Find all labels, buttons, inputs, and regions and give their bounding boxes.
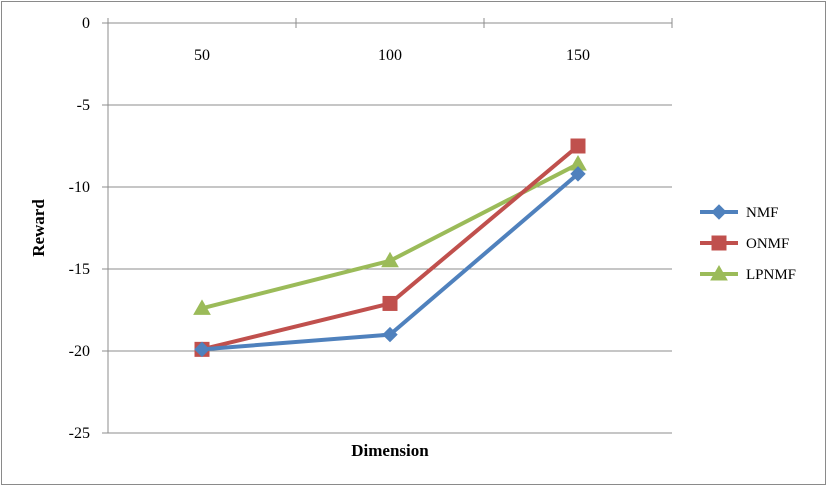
series-lpnmf — [193, 155, 587, 315]
series-layer — [193, 138, 587, 358]
x-tick-label: 50 — [194, 47, 210, 64]
y-tick-label: 0 — [82, 15, 90, 32]
data-point-lpnmf — [193, 299, 211, 315]
series-nmf — [194, 166, 586, 358]
y-tick-label: -10 — [69, 179, 90, 196]
legend-item-onmf: ONMF — [700, 235, 789, 252]
legend: NMF ONMF LPNMF — [700, 204, 796, 283]
y-axis-title: Reward — [29, 199, 48, 257]
legend-label: NMF — [746, 205, 779, 221]
legend-marker-diamond — [711, 204, 727, 220]
series-line-lpnmf — [200, 162, 580, 311]
data-point-onmf — [570, 138, 586, 154]
axes — [102, 18, 673, 434]
legend-marker-square — [711, 235, 727, 251]
legend-label: LPNMF — [746, 267, 796, 283]
x-tick-labels: 50 100 150 — [194, 47, 590, 64]
legend-item-lpnmf: LPNMF — [700, 264, 796, 283]
data-point-onmf — [382, 295, 398, 311]
series-line-onmf — [200, 144, 580, 352]
series-onmf — [194, 138, 586, 357]
data-point-lpnmf — [381, 251, 399, 268]
legend-item-nmf: NMF — [700, 204, 779, 221]
x-tick-label: 150 — [566, 47, 590, 64]
y-tick-label: -20 — [69, 343, 90, 360]
y-tick-label: -5 — [77, 97, 90, 114]
legend-label: ONMF — [746, 236, 789, 252]
x-axis-title: Dimension — [351, 441, 429, 460]
legend-marker-triangle — [710, 264, 728, 281]
data-point-nmf — [194, 341, 210, 358]
y-tick-label: -25 — [69, 425, 90, 442]
y-tick-label: -15 — [69, 261, 90, 278]
x-tick-label: 100 — [378, 47, 402, 64]
data-point-nmf — [382, 326, 398, 343]
gridlines — [108, 22, 672, 434]
data-point-nmf — [570, 166, 586, 182]
y-tick-labels: 0 -5 -10 -15 -20 -25 — [69, 15, 90, 442]
